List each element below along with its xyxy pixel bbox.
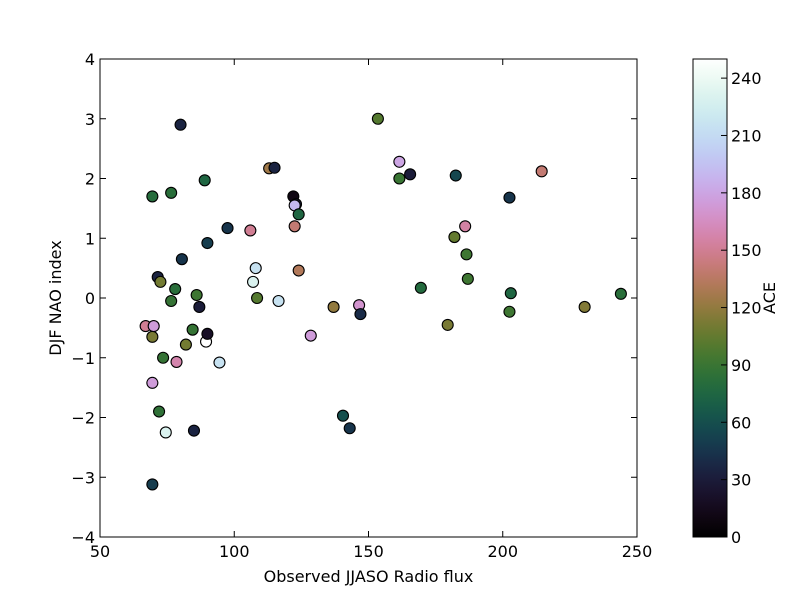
colorbar-tick-label: 90 [731, 356, 751, 375]
scatter-point [327, 300, 340, 314]
scatter-point [414, 281, 427, 294]
y-axis-ticks: −4 −3 −2 −1 0 1 2 3 4 [71, 50, 637, 547]
colorbar-tick-label: 240 [731, 69, 762, 88]
scatter-point [459, 220, 472, 233]
scatter-point [187, 424, 201, 437]
scatter-point [165, 186, 178, 199]
x-tick-label: 200 [487, 542, 518, 561]
scatter-point [371, 112, 384, 125]
x-axis-ticks: 50 100 150 200 250 [90, 59, 652, 561]
scatter-point [175, 253, 188, 266]
scatter-point [249, 262, 262, 275]
points-layer [139, 112, 627, 491]
x-tick-label: 150 [353, 542, 384, 561]
colorbar-ticks: 0 30 60 90 120 150 180 210 240 [721, 69, 762, 547]
colorbar-tick-label: 120 [731, 299, 762, 318]
scatter-point [292, 208, 305, 221]
scatter-point [448, 231, 461, 244]
colorbar-tick-label: 180 [731, 184, 762, 203]
scatter-point [292, 264, 305, 277]
scatter-point [460, 248, 473, 261]
scatter-point [393, 155, 406, 168]
scatter-point [246, 275, 260, 288]
x-axis-label: Observed JJASO Radio flux [264, 567, 474, 586]
scatter-point [504, 287, 517, 300]
scatter-point [304, 329, 317, 342]
colorbar-tick-label: 210 [731, 126, 762, 145]
scatter-point [251, 291, 264, 305]
scatter-point [244, 224, 257, 237]
scatter-point [146, 330, 159, 343]
scatter-point [170, 355, 183, 368]
scatter-point [268, 161, 281, 174]
scatter-point [147, 320, 160, 333]
scatter-point [169, 282, 182, 296]
scatter-point [193, 300, 206, 314]
y-tick-label: −1 [71, 349, 95, 368]
x-tick-label: 100 [219, 542, 250, 561]
scatter-point [201, 236, 214, 250]
colorbar-tick-label: 0 [731, 528, 741, 547]
scatter-point [154, 275, 167, 288]
scatter-point [441, 318, 454, 331]
scatter-point [354, 308, 367, 321]
scatter-point [213, 356, 226, 369]
scatter-point [393, 172, 406, 185]
scatter-point [578, 300, 591, 314]
scatter-point [272, 294, 285, 308]
scatter-point [449, 169, 462, 182]
scatter-point [198, 174, 211, 187]
scatter-point [157, 351, 170, 364]
x-tick-label: 250 [622, 542, 653, 561]
y-tick-label: 4 [85, 50, 95, 69]
y-tick-label: −3 [71, 468, 95, 487]
scatter-point [159, 426, 172, 439]
y-axis-label: DJF NAO index [46, 240, 65, 355]
scatter-point [179, 338, 192, 351]
scatter-point [201, 327, 214, 340]
y-tick-label: −2 [71, 409, 95, 428]
scatter-point [190, 288, 203, 302]
colorbar-tick-label: 60 [731, 413, 751, 432]
scatter-point [146, 190, 159, 203]
scatter-point [336, 409, 350, 422]
y-tick-label: 3 [85, 110, 95, 129]
scatter-point [153, 405, 166, 418]
scatter-point [404, 168, 417, 181]
scatter-point [221, 222, 234, 235]
y-tick-label: 1 [85, 229, 95, 248]
scatter-point [614, 287, 627, 300]
scatter-point [461, 272, 474, 285]
x-tick-label: 50 [90, 542, 110, 561]
colorbar-tick-label: 30 [731, 471, 751, 490]
y-tick-label: 0 [85, 289, 95, 308]
scatter-point [165, 294, 178, 308]
scatter-point [174, 118, 187, 131]
scatter-point [186, 323, 199, 336]
scatter-point [288, 220, 301, 233]
colorbar [692, 58, 728, 538]
scatter-point [343, 422, 356, 435]
y-tick-label: 2 [85, 170, 95, 189]
colorbar-label: ACE [760, 282, 779, 314]
scatter-point [535, 165, 548, 178]
scatter-point [503, 305, 516, 318]
scatter-point [503, 191, 516, 204]
scatter-point [146, 376, 159, 389]
colorbar-tick-label: 150 [731, 241, 762, 260]
scatter-point [146, 478, 159, 491]
y-tick-label: −4 [71, 528, 95, 547]
